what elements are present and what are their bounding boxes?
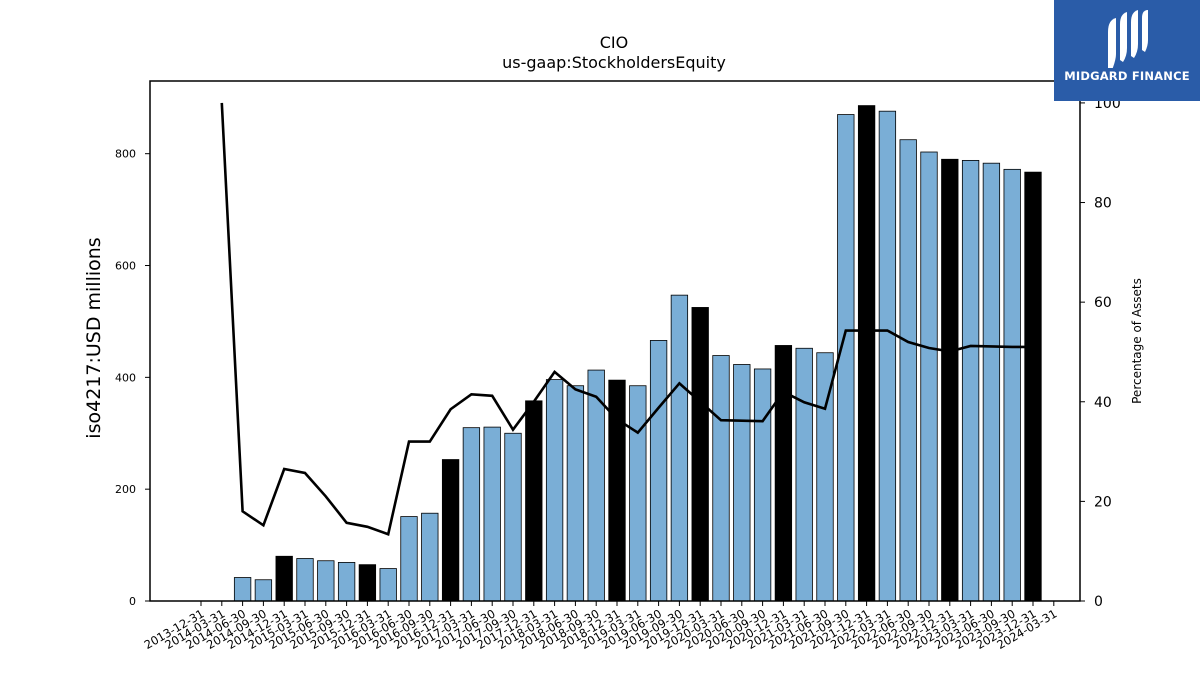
bar-2015-09-30	[337, 562, 356, 602]
bar-2020-06-30	[733, 364, 751, 602]
x-axis: 2013-12-312014-03-312014-06-302014-09-30…	[142, 601, 1059, 652]
y2-tick-label: 80	[1094, 196, 1112, 212]
bar-2019-06-30	[649, 340, 668, 602]
bar-2016-06-30	[400, 516, 418, 602]
bar-2017-06-30	[483, 426, 501, 602]
bar-2017-12-31	[525, 400, 543, 602]
bar-2022-12-31	[941, 158, 959, 602]
y-axis: 0 200 400 600 800	[115, 148, 150, 608]
line-group	[220, 102, 1033, 536]
bar-2016-12-31	[441, 459, 460, 602]
bar-2021-09-30	[837, 114, 855, 602]
bar-2019-12-31	[691, 307, 709, 602]
midgard-m-logo-icon	[1108, 10, 1148, 68]
plot-frame	[149, 80, 1081, 602]
y-tick-label: 0	[129, 595, 136, 608]
y2-tick-label: 40	[1094, 395, 1112, 411]
y2-axis-label: Percentage of Assets	[1130, 278, 1144, 404]
bar-2020-12-31	[774, 345, 793, 602]
bar-2022-09-30	[920, 151, 938, 602]
bar-2021-03-31	[795, 347, 813, 602]
bar-2015-06-30	[317, 560, 335, 602]
brand-logo: MIDGARD FINANCE	[1054, 0, 1200, 101]
y-tick-label: 400	[115, 371, 136, 384]
y-tick-label: 200	[115, 483, 136, 496]
y2-tick-label: 20	[1094, 494, 1112, 510]
bar-2015-03-31	[296, 558, 314, 602]
chart-subtitle: us-gaap:StockholdersEquity	[502, 53, 726, 72]
y-axis-label: iso4217:USD millions	[83, 237, 105, 438]
bar-2014-06-30	[233, 577, 252, 602]
bar-2019-03-31	[629, 385, 647, 602]
bar-2016-09-30	[421, 512, 439, 602]
y-tick-label: 800	[115, 148, 136, 161]
bar-2014-09-30	[254, 579, 273, 602]
bar-2020-09-30	[753, 368, 772, 602]
bar-2022-06-30	[899, 139, 917, 602]
bar-2023-12-31	[1024, 171, 1042, 602]
bar-2016-03-31	[379, 568, 397, 602]
bar-2017-03-31	[462, 427, 481, 602]
bar-2018-06-30	[566, 385, 585, 602]
bar-2022-03-31	[878, 110, 897, 602]
bar-2014-12-31	[275, 555, 293, 602]
y-tick-label: 600	[115, 260, 136, 273]
bars-group	[233, 105, 1042, 602]
bar-2020-03-31	[712, 355, 730, 602]
bar-2023-09-30	[1003, 168, 1021, 602]
y2-tick-label: 0	[1094, 594, 1103, 610]
brand-name: MIDGARD FINANCE	[1064, 69, 1190, 83]
bar-2021-12-31	[857, 105, 876, 602]
bar-2018-03-31	[545, 379, 564, 602]
bar-2023-03-31	[961, 159, 980, 602]
percentage-of-assets-line	[220, 102, 1033, 536]
chart-title: CIO	[600, 33, 628, 52]
bar-2017-09-30	[504, 432, 522, 602]
y2-tick-label: 60	[1094, 295, 1112, 311]
bar-2019-09-30	[670, 294, 689, 602]
bar-2023-06-30	[982, 162, 1001, 602]
bar-2015-12-31	[358, 564, 377, 602]
